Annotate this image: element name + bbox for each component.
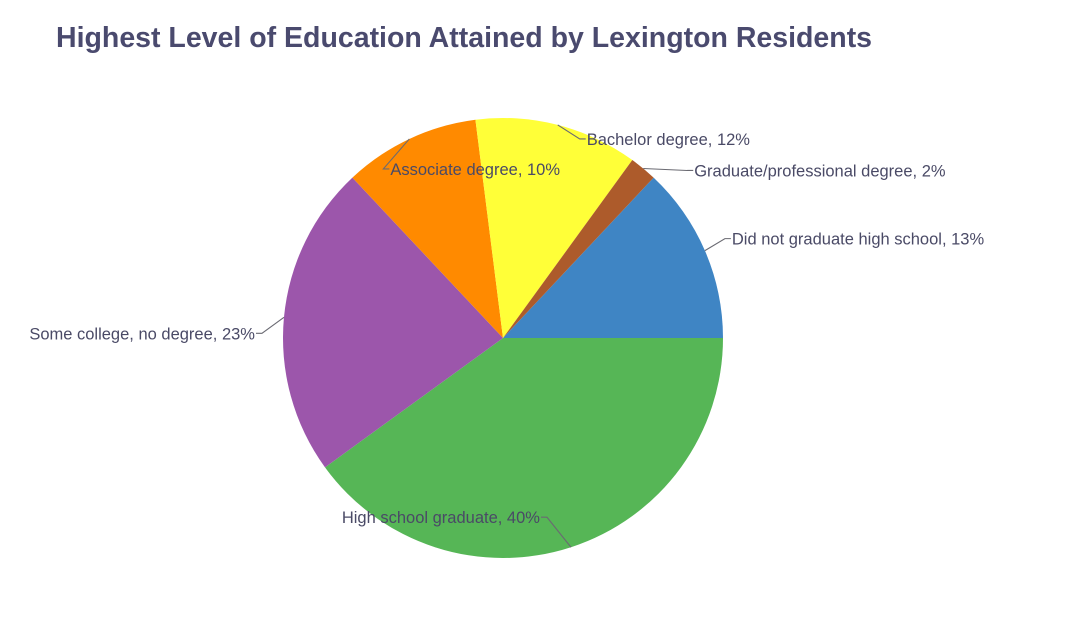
leader-line-bachelor-degree (557, 124, 586, 140)
slice-label-bachelor-degree: Bachelor degree, 12% (587, 131, 751, 149)
slice-label-some-college-no-degree: Some college, no degree, 23% (29, 325, 255, 343)
slice-label-graduate-professional-degree: Graduate/professional degree, 2% (694, 162, 946, 180)
leader-line-associate-degree (382, 138, 410, 170)
slice-label-associate-degree: Associate degree, 10% (390, 161, 560, 179)
leader-line-graduate-professional-degree (643, 167, 694, 172)
pie-leader-lines (255, 124, 731, 548)
pie-slices (283, 118, 723, 558)
pie-slice-did-not-graduate-high-school (503, 177, 723, 338)
leader-line-some-college-no-degree (255, 316, 285, 334)
slice-label-did-not-graduate-high-school: Did not graduate high school, 13% (732, 231, 985, 249)
pie-slice-high-school-graduate (325, 338, 723, 558)
pie-slice-graduate-professional-degree (503, 160, 654, 338)
leader-line-did-not-graduate-high-school (704, 238, 731, 252)
pie-labels: Did not graduate high school, 13% High sc… (29, 131, 984, 527)
leader-line-high-school-graduate (540, 516, 572, 548)
pie-slice-associate-degree (352, 119, 503, 338)
chart-title: Highest Level of Education Attained by L… (56, 22, 873, 54)
pie-slice-bachelor-degree (475, 118, 633, 338)
slice-label-high-school-graduate: High school graduate, 40% (342, 509, 540, 527)
pie-slice-some-college-no-degree (283, 177, 503, 468)
